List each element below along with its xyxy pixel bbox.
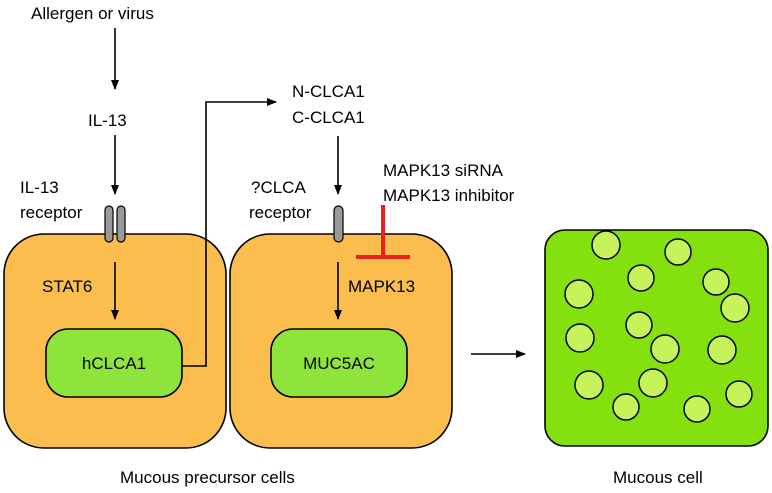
caption-mucous-cell: Mucous cell <box>613 468 703 487</box>
granule <box>720 293 750 323</box>
granule <box>627 264 655 292</box>
label-cclca1: C-CLCA1 <box>292 108 365 127</box>
label-clca-receptor-line1: ?CLCA <box>251 178 306 197</box>
label-il13-receptor-line2: receptor <box>20 203 83 222</box>
granule <box>683 395 711 423</box>
granule <box>664 238 692 266</box>
mucous-granules <box>564 230 753 423</box>
nucleus-hclca1 <box>45 328 183 398</box>
label-allergen-or-virus: Allergen or virus <box>31 4 154 23</box>
granule <box>591 230 621 260</box>
granule <box>725 380 753 408</box>
granule <box>565 323 595 353</box>
clca-receptor <box>333 205 344 243</box>
caption-mucous-precursor-cells: Mucous precursor cells <box>120 468 295 487</box>
granule <box>707 335 737 365</box>
granule <box>612 393 640 421</box>
label-clca-receptor-line2: receptor <box>249 203 312 222</box>
granule <box>702 268 730 296</box>
label-mapk13-sirna: MAPK13 siRNA <box>383 161 504 180</box>
label-muc5ac: MUC5AC <box>303 354 375 373</box>
arrow-hclca1-to-nclca1 <box>182 98 277 367</box>
mapk13-inhibition-bar <box>356 205 410 259</box>
label-mapk13-inhibitor: MAPK13 inhibitor <box>383 186 515 205</box>
granule <box>638 368 668 398</box>
granule <box>574 370 604 400</box>
granule <box>650 334 680 364</box>
label-nclca1: N-CLCA1 <box>292 82 365 101</box>
label-il13-receptor-line1: IL-13 <box>20 178 59 197</box>
label-stat6: STAT6 <box>42 277 92 296</box>
label-il13: IL-13 <box>88 111 127 130</box>
label-hclca1: hCLCA1 <box>82 354 146 373</box>
il13-receptor <box>104 205 126 243</box>
granule <box>625 311 653 339</box>
granule <box>564 279 594 309</box>
label-mapk13: MAPK13 <box>348 277 415 296</box>
nucleus-muc5ac <box>270 328 408 398</box>
